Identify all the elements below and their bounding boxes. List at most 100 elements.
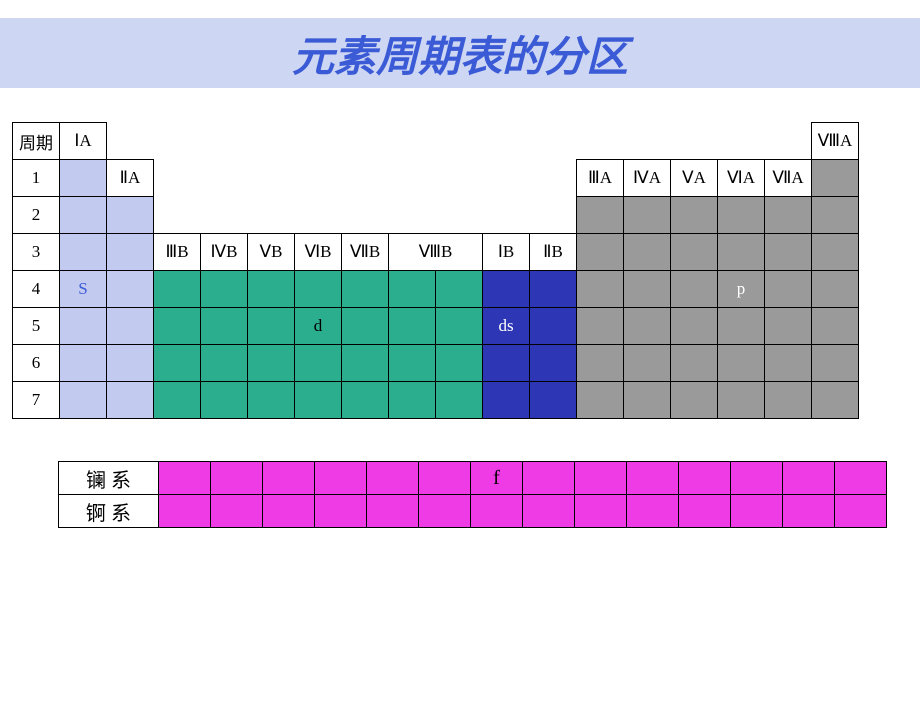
f-block-table: 镧 系 f 锕 系	[58, 461, 887, 528]
cell-s	[60, 160, 107, 197]
cell-f	[783, 495, 835, 528]
cell-p	[718, 197, 765, 234]
cell-p	[577, 345, 624, 382]
cell-d	[342, 345, 389, 382]
group-VIIB: ⅦB	[342, 234, 389, 271]
period-header: 周期	[13, 123, 60, 160]
cell-f	[315, 495, 367, 528]
cell-d	[436, 382, 483, 419]
p-block-label: p	[718, 271, 765, 308]
cell-d	[342, 382, 389, 419]
group-IIIB: ⅢB	[154, 234, 201, 271]
cell-d	[436, 271, 483, 308]
cell-p	[577, 197, 624, 234]
cell-f	[211, 462, 263, 495]
group-VIIIB: ⅧB	[389, 234, 483, 271]
cell-p	[812, 271, 859, 308]
cell-f	[679, 495, 731, 528]
cell-ds	[530, 308, 577, 345]
cell-p	[812, 160, 859, 197]
cell-f	[835, 462, 887, 495]
cell-f	[263, 495, 315, 528]
group-VA: ⅤA	[671, 160, 718, 197]
cell-f	[367, 495, 419, 528]
cell-s	[107, 197, 154, 234]
group-IB: ⅠB	[483, 234, 530, 271]
lanthanide-label: 镧 系	[59, 462, 159, 495]
cell-s	[60, 345, 107, 382]
cell-ds	[530, 382, 577, 419]
cell-d	[201, 271, 248, 308]
cell-f	[783, 462, 835, 495]
cell-ds	[483, 382, 530, 419]
cell-p	[765, 308, 812, 345]
cell-f	[575, 462, 627, 495]
cell-p	[624, 345, 671, 382]
cell-ds	[530, 271, 577, 308]
cell-d	[248, 271, 295, 308]
cell-d	[154, 345, 201, 382]
cell-p	[812, 382, 859, 419]
cell-s	[107, 234, 154, 271]
cell-p	[718, 345, 765, 382]
cell-d	[201, 308, 248, 345]
page-title: 元素周期表的分区	[292, 23, 628, 84]
cell-p	[671, 197, 718, 234]
cell-d	[436, 308, 483, 345]
cell-ds	[483, 345, 530, 382]
cell-p	[577, 271, 624, 308]
cell-p	[671, 345, 718, 382]
group-IIA: ⅡA	[107, 160, 154, 197]
cell-p	[624, 234, 671, 271]
group-IVB: ⅣB	[201, 234, 248, 271]
group-VIIA: ⅦA	[765, 160, 812, 197]
cell-f	[159, 495, 211, 528]
cell-s	[60, 234, 107, 271]
cell-f	[731, 495, 783, 528]
period-3: 3	[13, 234, 60, 271]
cell-d	[154, 382, 201, 419]
cell-f	[471, 495, 523, 528]
cell-p	[765, 271, 812, 308]
cell-p	[718, 382, 765, 419]
cell-d	[436, 345, 483, 382]
cell-s	[107, 308, 154, 345]
cell-d	[201, 382, 248, 419]
cell-p	[765, 382, 812, 419]
cell-f	[315, 462, 367, 495]
cell-f	[159, 462, 211, 495]
cell-d	[248, 345, 295, 382]
cell-s	[60, 197, 107, 234]
cell-d	[295, 271, 342, 308]
cell-f	[627, 495, 679, 528]
d-block-label: d	[295, 308, 342, 345]
cell-p	[765, 234, 812, 271]
period-5: 5	[13, 308, 60, 345]
cell-f	[523, 462, 575, 495]
cell-p	[671, 308, 718, 345]
period-7: 7	[13, 382, 60, 419]
cell-s	[60, 308, 107, 345]
cell-s	[107, 345, 154, 382]
ds-block-label: ds	[483, 308, 530, 345]
cell-d	[154, 271, 201, 308]
periodic-table: 周期 ⅠA ⅧA 1 ⅡA ⅢA ⅣA ⅤA ⅥA ⅦA 2	[12, 122, 859, 419]
cell-ds	[530, 345, 577, 382]
cell-p	[624, 308, 671, 345]
cell-f	[627, 462, 679, 495]
cell-f	[419, 462, 471, 495]
cell-p	[577, 308, 624, 345]
period-6: 6	[13, 345, 60, 382]
cell-f	[419, 495, 471, 528]
cell-f	[523, 495, 575, 528]
cell-p	[671, 271, 718, 308]
cell-p	[718, 234, 765, 271]
cell-p	[577, 382, 624, 419]
cell-p	[812, 197, 859, 234]
cell-f	[679, 462, 731, 495]
cell-d	[389, 382, 436, 419]
cell-d	[248, 382, 295, 419]
cell-f	[731, 462, 783, 495]
cell-p	[765, 345, 812, 382]
title-bar: 元素周期表的分区	[0, 18, 920, 88]
